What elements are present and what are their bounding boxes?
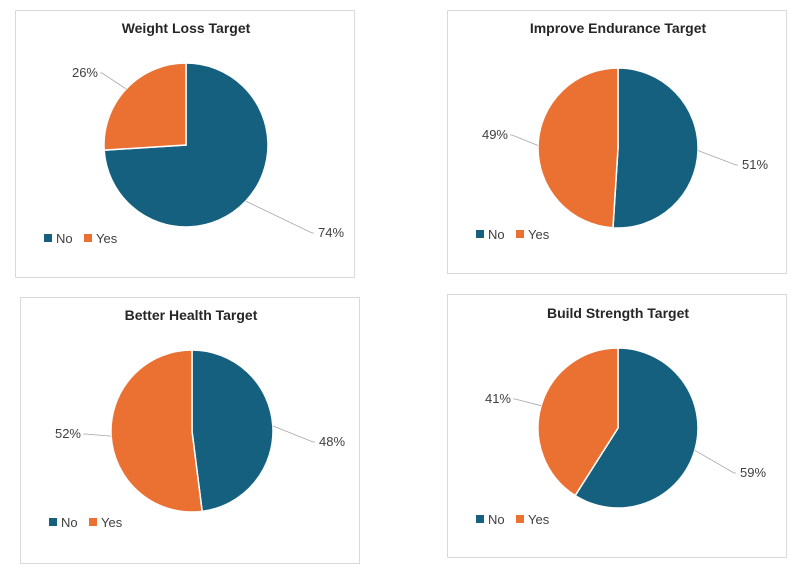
- leader-line: [83, 433, 112, 437]
- pie-slice-no: [191, 349, 274, 513]
- legend-swatch-no: [476, 230, 484, 238]
- data-label-no: 51%: [742, 157, 768, 172]
- legend-label-no: No: [56, 231, 73, 246]
- pie-slice-no: [612, 67, 699, 229]
- legend-swatch-no: [476, 515, 484, 523]
- legend-label-no: No: [488, 512, 505, 527]
- legend-label-yes: Yes: [528, 512, 550, 527]
- legend-swatch-no: [44, 234, 52, 242]
- chart-title: Build Strength Target: [547, 305, 689, 321]
- data-label-no: 59%: [740, 465, 766, 480]
- data-label-no: 48%: [319, 434, 345, 449]
- pie-chart-improve-endurance: Improve Endurance Target 51% 49% No Yes: [476, 20, 768, 242]
- legend-label-no: No: [488, 227, 505, 242]
- leader-line: [694, 449, 736, 474]
- chart-panel-build-strength: Build Strength Target 59% 41% No Yes: [447, 294, 787, 558]
- data-label-yes: 52%: [55, 426, 81, 441]
- chart-title: Better Health Target: [125, 307, 258, 323]
- leader-line: [513, 398, 542, 407]
- pie-chart-weight-loss: Weight Loss Target 74% 26% No Yes: [44, 20, 344, 246]
- chart-panel-improve-endurance: Improve Endurance Target 51% 49% No Yes: [447, 10, 787, 274]
- leader-line: [272, 425, 315, 443]
- pie-slice-yes: [537, 67, 619, 229]
- legend-label-yes: Yes: [96, 231, 118, 246]
- leader-line: [697, 150, 738, 166]
- data-label-yes: 49%: [482, 127, 508, 142]
- data-label-yes: 26%: [72, 65, 98, 80]
- pie-chart-build-strength: Build Strength Target 59% 41% No Yes: [476, 305, 766, 527]
- legend-label-no: No: [61, 515, 78, 530]
- data-label-no: 74%: [318, 225, 344, 240]
- pie-chart-better-health: Better Health Target 48% 52% No Yes: [49, 307, 345, 530]
- chart-panel-better-health: Better Health Target 48% 52% No Yes: [20, 297, 360, 564]
- legend-swatch-no: [49, 518, 57, 526]
- pie-slice-yes: [110, 349, 203, 513]
- leader-line: [245, 200, 314, 234]
- legend-swatch-yes: [516, 230, 524, 238]
- chart-title: Improve Endurance Target: [530, 20, 707, 36]
- data-label-yes: 41%: [485, 391, 511, 406]
- chart-panel-weight-loss: Weight Loss Target 74% 26% No Yes: [15, 10, 355, 278]
- legend-swatch-yes: [84, 234, 92, 242]
- legend-label-yes: Yes: [101, 515, 123, 530]
- legend-label-yes: Yes: [528, 227, 550, 242]
- legend-swatch-yes: [89, 518, 97, 526]
- leader-line: [100, 72, 127, 90]
- pie-slice-yes: [103, 62, 187, 151]
- legend-swatch-yes: [516, 515, 524, 523]
- leader-line: [510, 134, 539, 146]
- chart-title: Weight Loss Target: [122, 20, 251, 36]
